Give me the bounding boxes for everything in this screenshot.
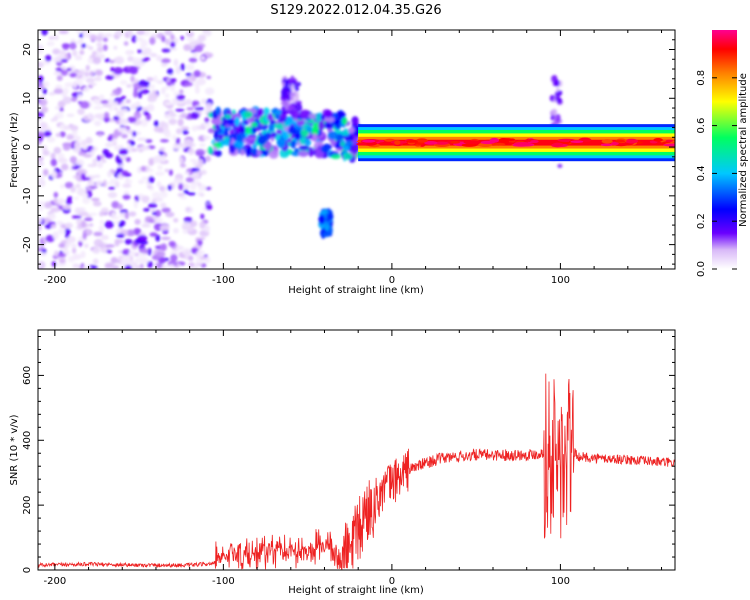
x-tick-label: -200 xyxy=(44,576,67,587)
x-tick-label: -200 xyxy=(44,275,67,286)
spectrogram-y-ticks: -20 -10 0 10 20 xyxy=(22,29,675,265)
heatmap-blobs xyxy=(38,30,563,269)
spectrogram-x-ticks: -200 -100 0 100 xyxy=(44,30,663,286)
colorbar: 0.0 0.2 0.4 0.6 0.8 Normalized spectral ampl… xyxy=(696,30,749,277)
colorbar-tick-label: 0.4 xyxy=(696,165,707,181)
x-tick-label: 100 xyxy=(551,275,570,286)
y-tick-label: -20 xyxy=(22,236,33,252)
x-tick-label: 100 xyxy=(551,576,570,587)
x-tick-label: 0 xyxy=(389,275,395,286)
y-tick-label: 0 xyxy=(22,567,33,573)
snr-frame xyxy=(37,329,676,571)
y-tick-label: 200 xyxy=(22,496,33,515)
x-tick-label: -100 xyxy=(212,576,235,587)
colorbar-tick-label: 0.8 xyxy=(696,70,707,86)
spectrogram-x-label: Height of straight line (km) xyxy=(288,285,424,296)
y-tick-label: 10 xyxy=(22,92,33,105)
snr-y-label: SNR (10 * v/v) xyxy=(9,414,20,485)
colorbar-tick-label: 0.6 xyxy=(696,118,707,134)
snr-y-ticks: 0 200 400 600 xyxy=(22,335,675,573)
spectrogram-y-label: Frequency (Hz) xyxy=(9,112,20,188)
snr-x-label: Height of straight line (km) xyxy=(288,585,424,596)
snr-series-line xyxy=(38,373,675,570)
colorbar-gradient xyxy=(712,30,737,269)
carrier-line xyxy=(356,124,675,162)
y-tick-label: 400 xyxy=(22,431,33,450)
colorbar-ticks: 0.0 0.2 0.4 0.6 0.8 xyxy=(696,70,737,277)
figure-title: S129.2022.012.04.35.G26 xyxy=(270,3,441,18)
snr-panel: -200 -100 0 100 0 200 400 600 Height of straig… xyxy=(9,329,676,596)
y-tick-label: -10 xyxy=(22,188,33,204)
y-tick-label: 0 xyxy=(22,144,33,150)
spectrogram-frame xyxy=(37,29,676,270)
x-tick-label: 0 xyxy=(389,576,395,587)
x-tick-label: -100 xyxy=(212,275,235,286)
colorbar-label: Normalized spectral amplitude xyxy=(738,73,749,227)
snr-x-ticks: -200 -100 0 100 xyxy=(44,330,663,587)
spectrogram-heatmap xyxy=(38,30,675,269)
colorbar-tick-label: 0.2 xyxy=(696,213,707,229)
colorbar-tick-label: 0.0 xyxy=(696,261,707,277)
y-tick-label: 20 xyxy=(22,43,33,56)
y-tick-label: 600 xyxy=(22,366,33,385)
